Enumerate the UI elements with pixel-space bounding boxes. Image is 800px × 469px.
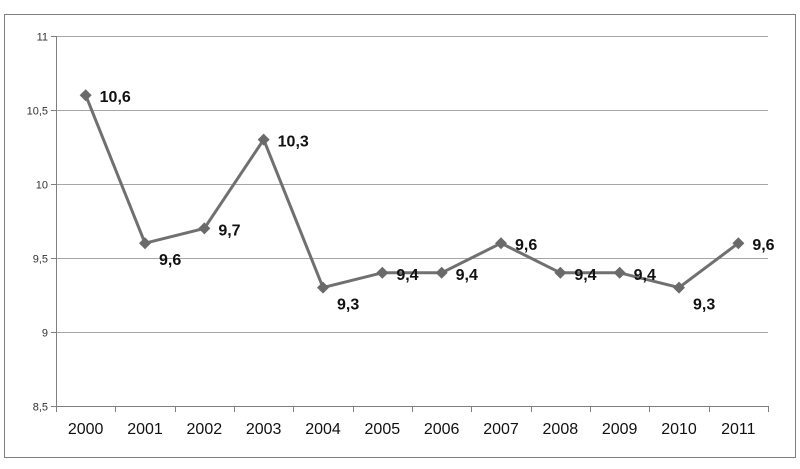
series-markers (79, 89, 745, 294)
x-tick-label: 2010 (661, 421, 697, 438)
y-tick-label: 9 (42, 328, 48, 340)
x-tick-label: 2005 (365, 421, 401, 438)
data-label: 9,6 (752, 237, 774, 254)
y-tick-label: 11 (37, 32, 48, 44)
data-label: 9,3 (693, 297, 715, 314)
data-point-marker (198, 222, 211, 235)
x-tick-label: 2001 (127, 421, 163, 438)
data-point-marker (139, 237, 151, 250)
data-point-marker (732, 237, 745, 250)
data-point-marker (613, 266, 626, 279)
series-line-path (84, 93, 740, 290)
data-label: 9,4 (456, 267, 478, 284)
data-label: 9,4 (396, 267, 418, 284)
data-point-marker (376, 266, 389, 279)
data-point-marker (317, 281, 329, 294)
data-point-marker (554, 266, 567, 279)
data-labels: 10,6 9,6 9,7 10,3 9,3 9,4 9,4 9,6 9,4 9,4 9,3 9,6 (100, 89, 775, 313)
y-tick-label: 8,5 (33, 402, 48, 414)
data-point-marker (495, 237, 507, 250)
x-tick-label: 2004 (305, 421, 341, 438)
x-tick-label: 2003 (246, 421, 282, 438)
data-label: 10,6 (100, 89, 131, 106)
x-tick-label: 2009 (602, 421, 638, 438)
x-tick-label: 2008 (543, 421, 579, 438)
data-label: 10,3 (278, 134, 309, 151)
y-axis-ticks: 8,5 9 9,5 10 10,5 11 (27, 32, 48, 414)
data-label: 9,6 (159, 252, 181, 269)
y-tick-label: 10,5 (27, 106, 48, 118)
data-point-marker (435, 266, 448, 279)
x-tick-label: 2002 (187, 421, 223, 438)
axes (51, 36, 769, 412)
data-point-marker (673, 281, 685, 294)
x-axis-ticks: 2000 2001 2002 2003 2004 2005 2006 2007 2008 2009… (68, 421, 756, 438)
y-tick-label: 9,5 (33, 254, 48, 266)
x-tick-label: 2011 (721, 421, 756, 438)
data-label: 9,4 (634, 267, 656, 284)
data-label: 9,3 (337, 297, 359, 314)
x-tick-label: 2007 (483, 421, 519, 438)
data-label: 9,7 (218, 222, 240, 239)
data-label: 9,6 (515, 237, 537, 254)
data-label: 9,4 (574, 267, 596, 284)
series-line (84, 93, 740, 290)
x-tick-label: 2000 (68, 421, 104, 438)
data-point-marker (257, 133, 270, 146)
outer-border (4, 14, 796, 458)
x-tick-label: 2006 (424, 421, 460, 438)
data-point-marker (79, 89, 92, 102)
y-tick-label: 10 (36, 180, 48, 192)
